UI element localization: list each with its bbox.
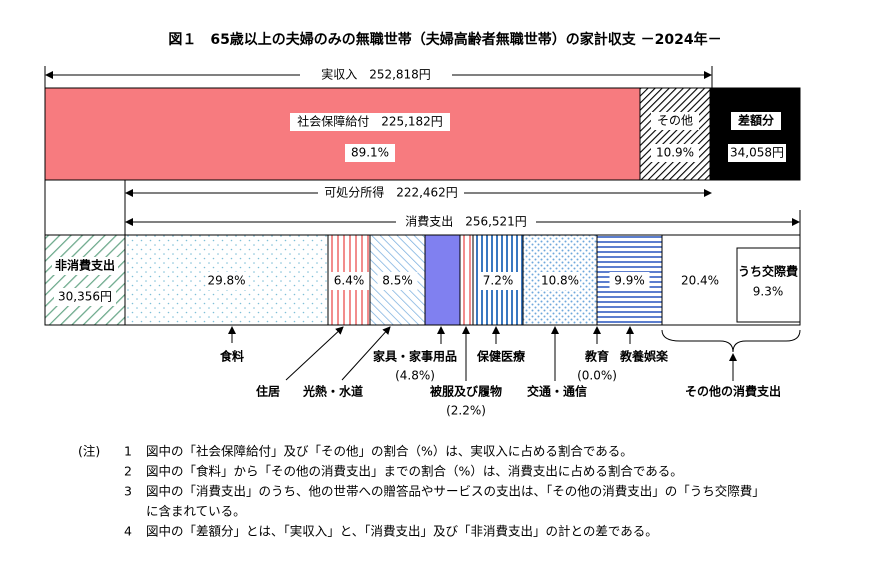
non-consumption-bar [44, 234, 126, 326]
brace [661, 329, 801, 353]
income-label: 実収入 252,818円 [321, 67, 431, 82]
note-text: に含まれている。 [146, 504, 246, 519]
expenditure-share: 9.9% [614, 274, 645, 288]
expenditure-share: (4.8%) [395, 369, 435, 383]
connector-box [44, 179, 126, 236]
label-bg [540, 272, 580, 290]
expenditure-share: (2.2%) [446, 404, 486, 418]
notes-label: (注) [78, 444, 100, 459]
label-bg [728, 144, 786, 162]
label-bg [731, 112, 781, 130]
label-bg [396, 214, 536, 230]
expenditure-share: 29.8% [207, 274, 245, 288]
note-text: 図中の「差額分」とは、「実収入」と、「消費支出」及び「非消費支出」の計との差であ… [146, 524, 658, 539]
label-bg [680, 272, 720, 290]
label-bg [54, 288, 116, 306]
non-consumption-label: 非消費支出 [55, 258, 115, 273]
surplus-bar [709, 87, 801, 181]
expenditure-name: 教養娯楽 [619, 349, 669, 364]
label-bg [651, 144, 699, 162]
note-number: 4 [124, 524, 132, 539]
label-bg [206, 272, 247, 290]
expenditure-share: 10.8% [541, 274, 579, 288]
label-bg [377, 272, 418, 290]
expenditure-share: 7.2% [483, 274, 514, 288]
label-bg [651, 112, 699, 130]
label-bg [318, 185, 464, 201]
pointer [341, 326, 391, 381]
sub-share: 9.3% [753, 285, 784, 299]
label-bg [52, 257, 118, 275]
label-bg [345, 144, 395, 162]
social-security-label: 社会保障給付 225,182円 [297, 114, 443, 129]
note-number: 1 [124, 444, 132, 459]
expenditure-name: 教育 [584, 349, 609, 364]
surplus-label: 差額分 [737, 113, 774, 128]
non-consumption-amount: 30,356円 [58, 290, 112, 304]
note-text: 図中の「食料」から「その他の消費支出」までの割合（%）は、消費支出に占める割合で… [146, 464, 683, 479]
expenditure-name: その他の消費支出 [685, 384, 781, 399]
surplus-amount: 34,058円 [730, 146, 784, 160]
expenditure-share: (0.0%) [577, 369, 617, 383]
expenditure-name: 家具・家事用品 [373, 349, 457, 364]
other-income-bar [639, 87, 711, 181]
label-bg [290, 113, 450, 131]
expenditure-name: 食料 [219, 349, 244, 364]
expenditure-name: 住居 [256, 384, 280, 399]
other-income-share: 10.9% [656, 146, 694, 160]
disposable-income: 可処分所得 222,462円 [324, 185, 458, 200]
label-bg [478, 272, 518, 290]
sub-label: うち交際費 [738, 264, 798, 279]
expenditure-name: 光熱・水道 [302, 384, 363, 399]
expenditure-bar [459, 234, 474, 326]
pointer [285, 326, 344, 381]
expenditure-name: 被服及び履物 [430, 384, 502, 399]
expenditure-share: 20.4% [681, 274, 719, 288]
expenditure-bars: 29.8% 食料 6.4% 住居 8.5% 光熱・水道 (4.8%) 家具・家事用品 (2.2%… [124, 234, 801, 418]
note-text: 図中の「消費支出」のうち、他の世帯への贈答品やサービスの支出は、「その他の消費支… [146, 484, 765, 499]
expenditure-share: 8.5% [382, 274, 413, 288]
note-number: 3 [124, 484, 132, 499]
consumption: 消費支出 256,521円 [405, 214, 527, 229]
note-text: 図中の「社会保障給付」及び「その他」の割合（%）は、実収入に占める割合である。 [146, 444, 633, 459]
expenditure-name: 保健医療 [476, 349, 525, 364]
note-number: 2 [124, 464, 132, 479]
expenditure-bar [424, 234, 461, 326]
social-security-share: 89.1% [351, 146, 389, 160]
expenditure-share: 6.4% [334, 274, 365, 288]
label-bg [329, 272, 369, 290]
social-security-bar [44, 87, 641, 181]
title: 図１ 65歳以上の夫婦のみの無職世帯（夫婦高齢者無職世帯）の家計収支 －2024… [168, 31, 721, 48]
expenditure-name: 交通・通信 [527, 384, 587, 399]
label-bg [609, 272, 650, 290]
other-income-label: その他 [657, 114, 693, 128]
label-bg [300, 67, 452, 83]
sub-box [736, 247, 801, 323]
notes: (注) 1 図中の「社会保障給付」及び「その他」の割合（%）は、実収入に占める割合… [78, 444, 765, 539]
